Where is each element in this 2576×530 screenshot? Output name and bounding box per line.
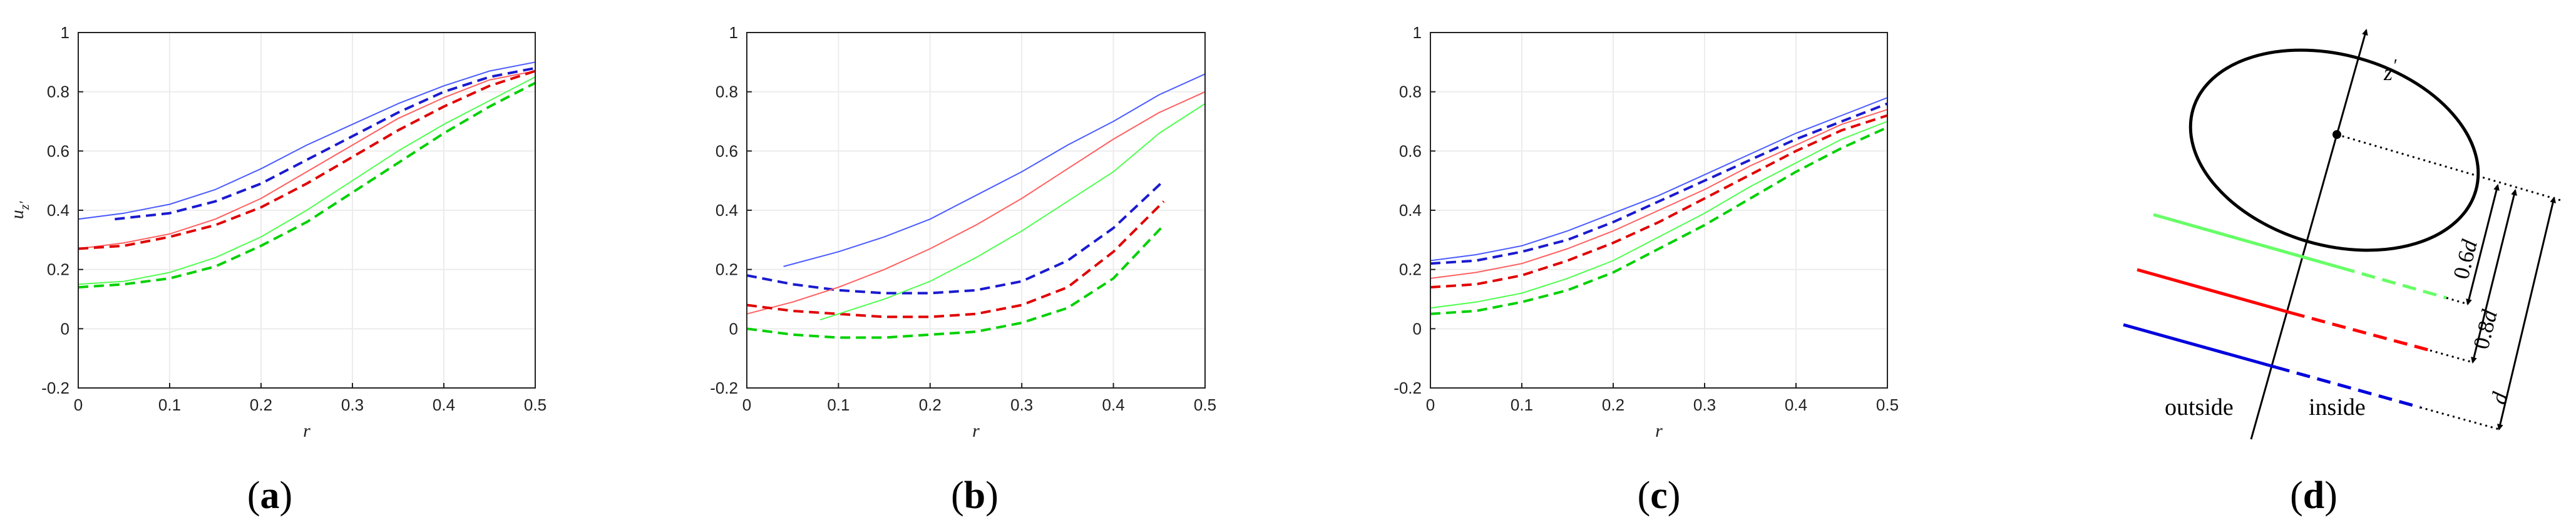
panel-a-xtick-label: 0.3 — [341, 395, 364, 414]
panel-c-xtick-label: 0.3 — [1693, 395, 1716, 414]
panel-a-series-red-solid — [78, 70, 536, 250]
panel-b-ytick-label: 1 — [729, 23, 738, 42]
red-dashed-segment — [2291, 311, 2431, 352]
panel-b-series-green-solid — [819, 103, 1206, 321]
panel-a-xlabel: r — [303, 420, 310, 441]
panel-a-xtick-label: 0.2 — [250, 395, 272, 414]
panel-b-ytick-label: 0.6 — [716, 141, 738, 160]
green-dashed-segment — [2341, 266, 2447, 300]
panel-b-xtick-label: 0.4 — [1102, 395, 1125, 414]
panel-b-chart: (b) 0 0.1 0.2 0.3 0.4 0.5-0.200.20.40.60.81r — [710, 23, 1216, 517]
panel-d-diagram: z′ 0.6d 0.8d d outside inside (d) — [2123, 29, 2561, 517]
panel-c-series-green-dashed — [1430, 126, 1888, 315]
z-prime-axis — [2250, 29, 2368, 440]
panel-a-series-blue-solid — [78, 61, 536, 220]
panel-c-ytick-label: 0.4 — [1399, 201, 1422, 220]
panel-b-ytick-label: -0.2 — [710, 379, 738, 397]
panel-a-ytick-label: -0.2 — [41, 379, 69, 397]
panel-b-ytick-label: 0.8 — [716, 83, 738, 101]
panel-a-ylabel: uz′ — [7, 201, 32, 220]
panel-b-xtick-label: 0.5 — [1194, 395, 1216, 414]
panel-b-ytick-label: 0.2 — [716, 260, 738, 279]
green-dotted-extension — [2446, 297, 2468, 305]
panel-b-axes-box — [746, 32, 1206, 389]
panel-c-series-blue-solid — [1430, 97, 1888, 262]
red-dotted-extension — [2430, 349, 2473, 364]
panel-a-ytick-label: 0.6 — [47, 141, 69, 160]
panel-a-label: (a) — [247, 474, 292, 517]
panel-c-ytick-label: 0 — [1413, 319, 1422, 338]
panel-a-xtick-label: 0.1 — [158, 395, 181, 414]
outside-label: outside — [2165, 394, 2234, 420]
panel-a-ytick-label: 0.4 — [47, 201, 69, 220]
dim-label-0-8d: 0.8d — [2468, 307, 2502, 352]
panel-c-series-red-dashed — [1430, 114, 1888, 289]
dim-label-d: d — [2486, 389, 2513, 407]
bubble-ellipse — [2189, 48, 2480, 252]
panel-c-xtick-label: 0.2 — [1602, 395, 1624, 414]
panel-c-xtick-label: 0.1 — [1511, 395, 1533, 414]
panel-a-series-red-dashed — [78, 69, 536, 250]
panel-a-xtick-label: 0 — [74, 395, 83, 414]
panel-b-xtick-label: 0.3 — [1010, 395, 1033, 414]
panel-a-xtick-label: 0.5 — [524, 395, 547, 414]
panel-b-series-blue-dashed — [746, 180, 1165, 295]
panel-b-xtick-label: 0.1 — [827, 395, 849, 414]
panel-c-ytick-label: 0.6 — [1399, 141, 1422, 160]
panel-a-ytick-label: 0.8 — [47, 83, 69, 101]
panel-a-series-green-solid — [78, 76, 536, 285]
panel-c-series-blue-dashed — [1430, 102, 1888, 265]
panel-b-series-blue-solid — [783, 73, 1206, 267]
panel-c-ytick-label: 0.2 — [1399, 260, 1422, 279]
panel-a-xtick-label: 0.4 — [433, 395, 455, 414]
panel-c-xtick-label: 0 — [1426, 395, 1435, 414]
panel-c-series-red-solid — [1430, 109, 1888, 279]
panel-c-xlabel: r — [1655, 420, 1663, 441]
panel-a-ytick-label: 1 — [61, 23, 69, 42]
panel-c-ytick-label: -0.2 — [1393, 379, 1422, 397]
panel-b-ytick-label: 0.4 — [716, 201, 738, 220]
panel-a-ytick-label: 0 — [61, 319, 69, 338]
panel-b-xtick-label: 0 — [742, 395, 751, 414]
inside-label: inside — [2309, 394, 2366, 420]
panel-c-xtick-label: 0.4 — [1785, 395, 1807, 414]
panel-b-label: (b) — [951, 474, 998, 517]
panel-b-xlabel: r — [972, 420, 980, 441]
blue-solid-segment — [2123, 323, 2277, 369]
panel-c-label: (c) — [1638, 474, 1681, 517]
panel-c-xtick-label: 0.5 — [1876, 395, 1899, 414]
panel-c-axes-box — [1430, 32, 1888, 389]
red-solid-segment — [2137, 268, 2292, 315]
panel-d-label: (d) — [2290, 474, 2337, 517]
z-prime-label: z′ — [2383, 56, 2397, 85]
panel-a-ytick-label: 0.2 — [47, 260, 69, 279]
blue-dotted-extension — [2419, 406, 2500, 431]
green-solid-segment — [2153, 213, 2342, 270]
panel-b-series-red-dashed — [746, 200, 1165, 319]
panel-c-chart: (c) 0 0.1 0.2 0.3 0.4 0.5-0.200.20.40.60.81r — [1393, 23, 1899, 517]
panel-c-series-green-solid — [1430, 121, 1888, 309]
blue-dashed-segment — [2276, 365, 2421, 409]
panel-c-ytick-label: 1 — [1413, 23, 1422, 42]
panel-b-series-green-dashed — [746, 224, 1165, 339]
panel-b-xtick-label: 0.2 — [919, 395, 942, 414]
panel-b-series-red-solid — [746, 91, 1206, 315]
panel-c-ytick-label: 0.8 — [1399, 83, 1422, 101]
panel-a-series-green-dashed — [78, 81, 536, 289]
dim-label-0-6d: 0.6d — [2448, 237, 2482, 282]
panel-b-ytick-label: 0 — [729, 319, 738, 338]
panel-a-series-blue-dashed — [115, 66, 536, 221]
panel-a-axes-box — [78, 32, 536, 389]
center-dotted-line — [2336, 133, 2561, 201]
panel-a-chart: (a) 0 0.1 0.2 0.3 0.4 0.5 -0.2 0 0.2 0.4 0.6 0.8 1 r u… — [7, 23, 547, 517]
dim-arrow-d — [2496, 196, 2557, 431]
